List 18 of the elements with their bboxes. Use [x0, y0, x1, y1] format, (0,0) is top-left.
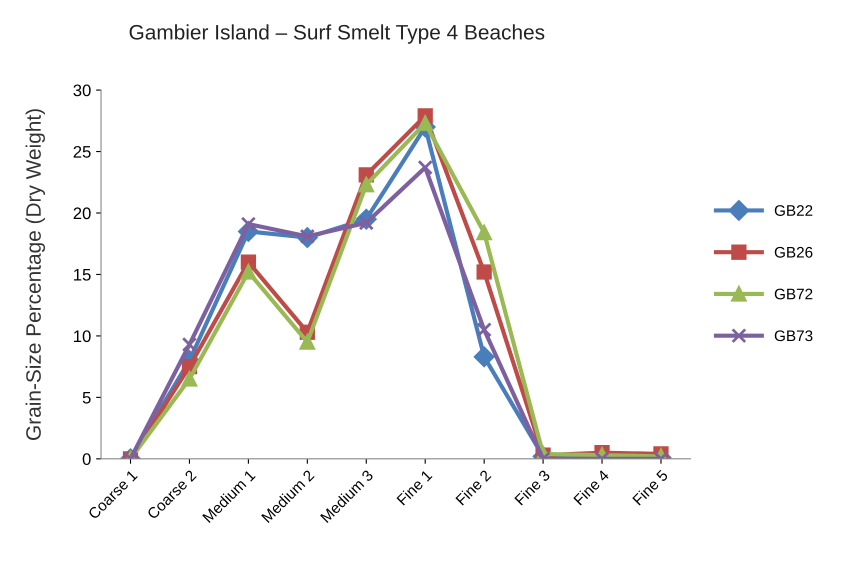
x-tick-label: Fine 3: [514, 469, 551, 506]
y-tick-label: 10: [74, 330, 91, 342]
y-tick-label: 0: [82, 453, 91, 466]
y-tick-label: 5: [82, 392, 91, 404]
x-tick-label: Fine 5: [632, 469, 668, 506]
y-tick-label: 20: [74, 207, 91, 220]
y-tick-label: 15: [74, 269, 91, 281]
legend-label: GB72: [774, 288, 812, 300]
chart-title: Gambier Island – Surf Smelt Type 4 Beaches: [130, 24, 544, 44]
y-axis-title: Grain-Size Percentage (Dry Weight): [26, 109, 46, 440]
y-tick-label: 30: [73, 84, 91, 96]
legend-label: GB73: [774, 330, 812, 342]
legend-label: GB26: [774, 246, 812, 258]
x-tick-label: Fine 2: [455, 469, 492, 506]
y-tick-label: 25: [74, 146, 91, 158]
x-tick-label: Fine 4: [572, 468, 610, 506]
x-tick-label: Fine 1: [396, 469, 433, 506]
legend-label: GB22: [774, 205, 812, 216]
